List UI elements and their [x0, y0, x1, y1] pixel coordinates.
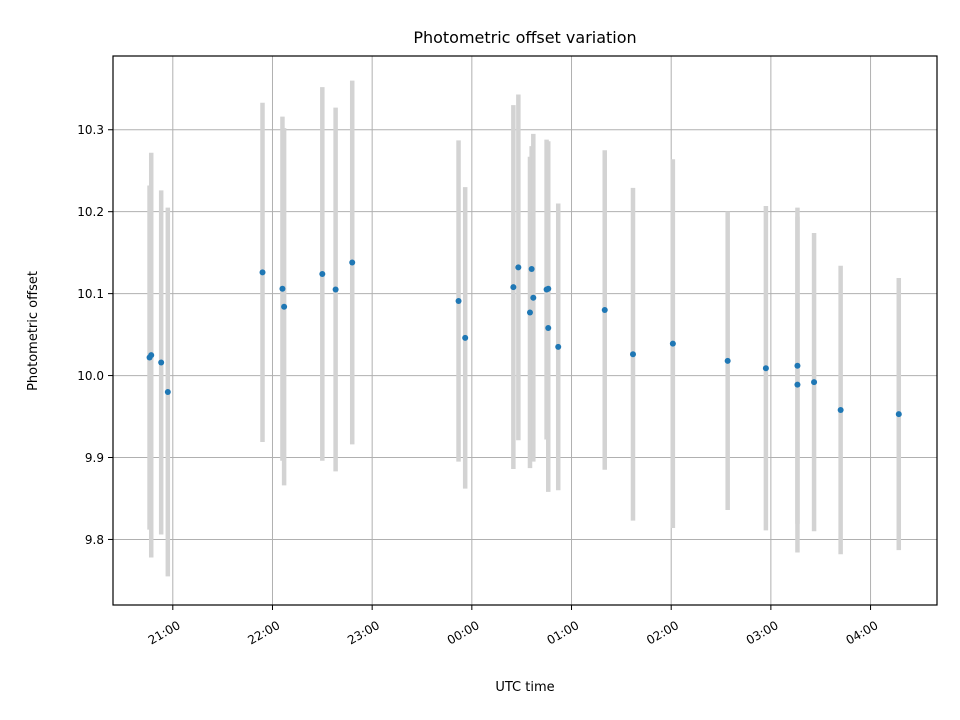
data-point	[455, 298, 462, 305]
y-tick-label: 10.3	[77, 123, 104, 137]
y-axis-label: Photometric offset	[26, 271, 41, 391]
data-point	[545, 325, 552, 332]
data-point	[545, 285, 552, 292]
data-point	[794, 362, 801, 369]
y-tick-label: 10.1	[77, 287, 104, 301]
data-point	[281, 303, 288, 310]
data-point	[555, 343, 562, 350]
data-point	[526, 309, 533, 316]
data-point	[601, 307, 608, 314]
data-point	[148, 352, 155, 359]
data-point	[629, 351, 636, 358]
data-point	[164, 388, 171, 395]
data-point	[279, 285, 286, 292]
data-point	[762, 365, 769, 372]
data-point	[158, 359, 165, 366]
data-point	[811, 379, 818, 386]
y-axis-ticks: 9.8 9.9 10.0 10.1 10.2 10.3	[77, 123, 113, 547]
chart-title: Photometric offset variation	[413, 28, 636, 47]
data-point	[332, 286, 339, 293]
y-tick-label: 9.8	[85, 533, 104, 547]
data-point	[510, 284, 517, 291]
data-point	[794, 381, 801, 388]
data-point	[319, 270, 326, 277]
data-point	[724, 357, 731, 364]
y-tick-label: 10.0	[77, 369, 104, 383]
data-point	[530, 294, 537, 301]
data-point	[349, 259, 356, 266]
data-point	[528, 266, 535, 273]
data-point	[462, 334, 469, 341]
x-axis-label: UTC time	[495, 680, 554, 695]
data-point	[515, 264, 522, 271]
y-tick-label: 10.2	[77, 205, 104, 219]
data-points	[146, 259, 902, 418]
data-point	[837, 406, 844, 413]
grid	[113, 56, 937, 605]
data-point	[259, 269, 266, 276]
data-point	[895, 411, 902, 418]
plot-frame	[112, 55, 938, 606]
y-tick-label: 9.9	[85, 451, 104, 465]
data-point	[669, 340, 676, 347]
